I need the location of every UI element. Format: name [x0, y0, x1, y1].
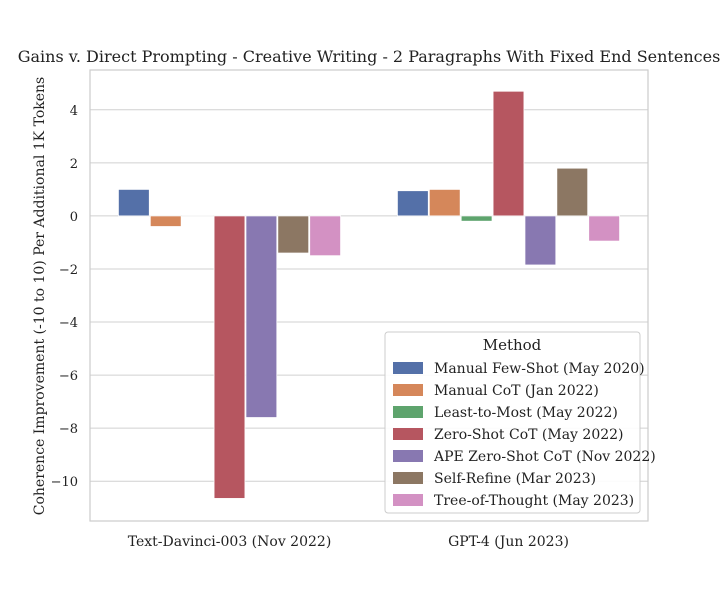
legend-label: Tree-of-Thought (May 2023) — [434, 493, 634, 509]
legend-swatch — [393, 406, 423, 418]
legend-label: Manual Few-Shot (May 2020) — [434, 361, 645, 377]
legend-swatch — [393, 362, 423, 374]
legend-label: Self-Refine (Mar 2023) — [434, 471, 596, 487]
x-tick-label: Text-Davinci-003 (Nov 2022) — [128, 534, 332, 550]
y-tick-label: −10 — [51, 475, 78, 490]
bar — [589, 216, 620, 241]
bar — [429, 189, 460, 216]
legend-swatch — [393, 472, 423, 484]
bar — [214, 216, 245, 499]
y-tick-label: −2 — [59, 263, 78, 278]
y-axis-label: Coherence Improvement (-10 to 10) Per Ad… — [32, 77, 48, 515]
bar — [150, 216, 181, 227]
bar — [461, 216, 492, 221]
bar — [310, 216, 341, 256]
bar — [397, 191, 428, 216]
y-tick-label: −4 — [59, 316, 78, 331]
legend-swatch — [393, 384, 423, 396]
y-tick-label: 4 — [70, 104, 78, 119]
bar — [246, 216, 277, 418]
x-tick-label: GPT-4 (Jun 2023) — [448, 534, 569, 550]
bar — [278, 216, 309, 253]
bar — [525, 216, 556, 265]
legend: Method Manual Few-Shot (May 2020) Manual … — [385, 332, 656, 513]
legend-swatch — [393, 494, 423, 506]
bar — [557, 168, 588, 216]
legend-label: Zero-Shot CoT (May 2022) — [434, 427, 624, 443]
legend-label: APE Zero-Shot CoT (Nov 2022) — [433, 449, 656, 465]
y-tick-label: 2 — [70, 157, 78, 172]
legend-swatch — [393, 450, 423, 462]
legend-label: Least-to-Most (May 2022) — [434, 405, 618, 421]
legend-label: Manual CoT (Jan 2022) — [434, 383, 599, 399]
legend-swatch — [393, 428, 423, 440]
bar — [493, 91, 524, 216]
y-tick-label: −6 — [59, 369, 78, 384]
y-tick-label: −8 — [59, 422, 78, 437]
legend-title: Method — [483, 336, 542, 354]
bar — [118, 189, 149, 216]
y-tick-label: 0 — [70, 210, 78, 225]
chart-title: Gains v. Direct Prompting - Creative Wri… — [18, 47, 720, 66]
